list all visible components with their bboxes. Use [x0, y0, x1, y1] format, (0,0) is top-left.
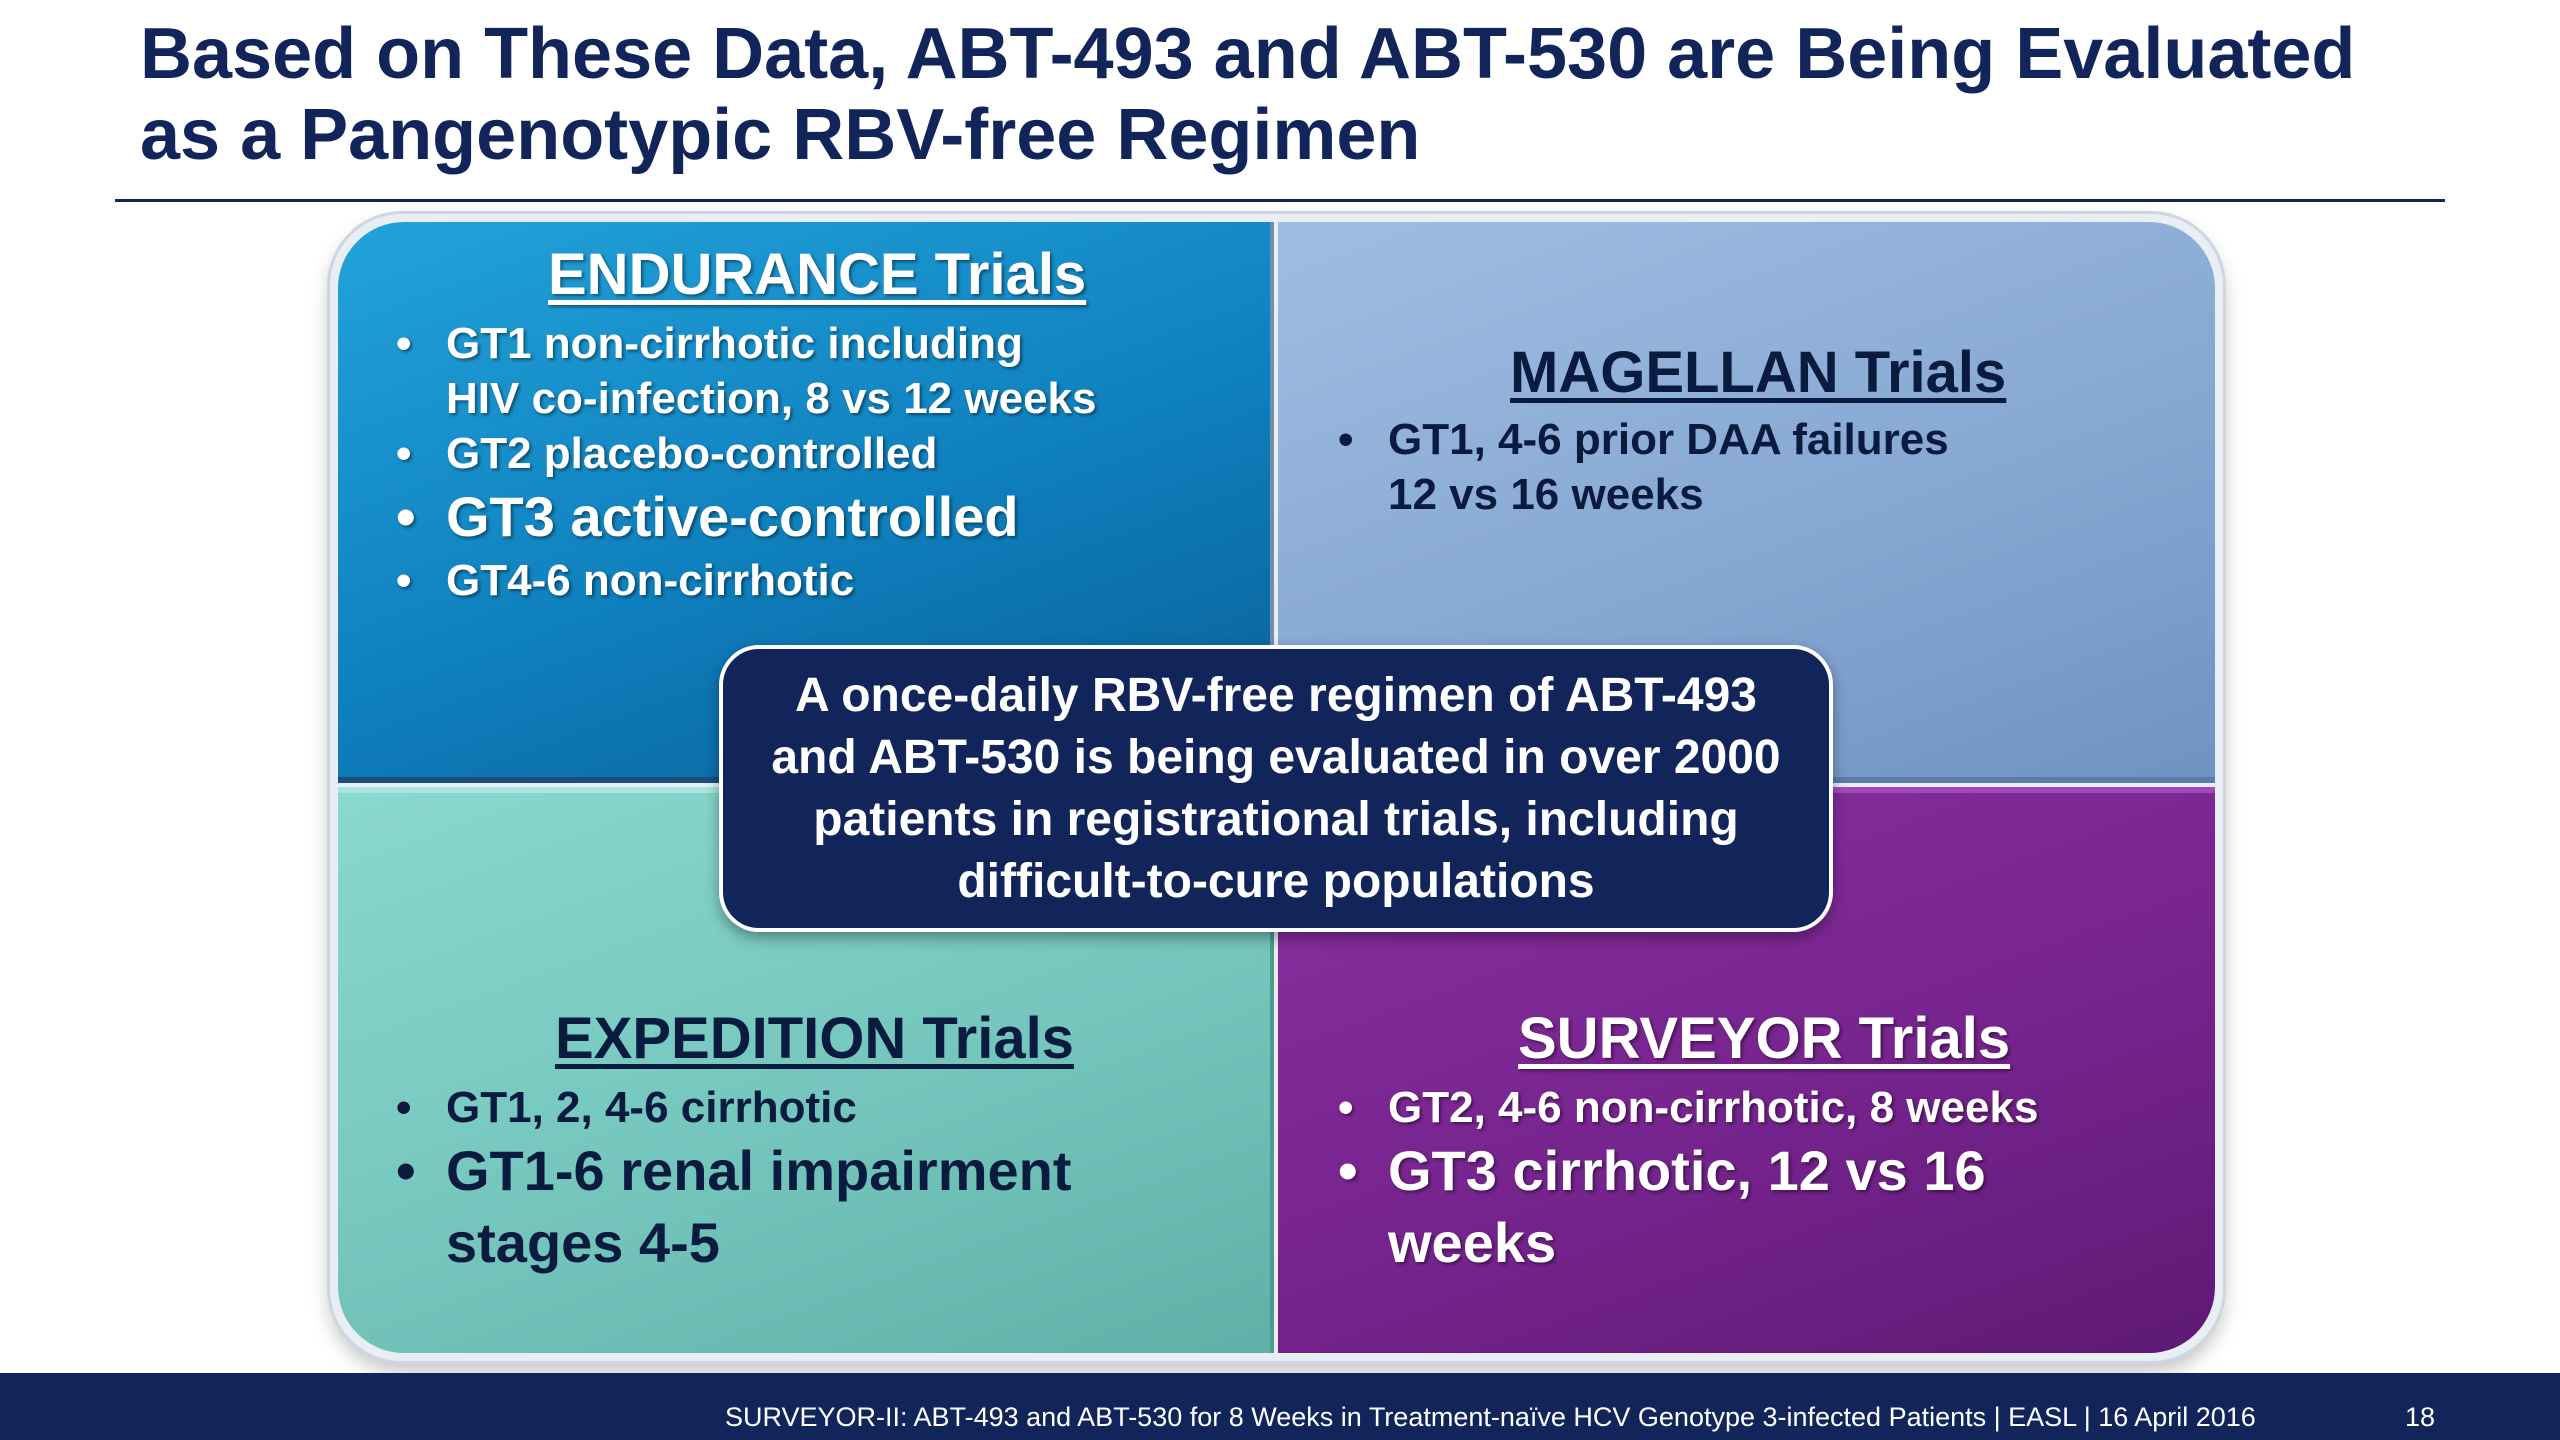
endurance-bullet-1-line-2: HIV co-infection, 8 vs 12 weeks [446, 374, 1097, 423]
endurance-heading: ENDURANCE Trials [548, 242, 1087, 307]
center-summary-line-4: difficult-to-cure populations [957, 854, 1595, 908]
surveyor-bullet-1-text: GT2, 4-6 non-cirrhotic, 8 weeks [1388, 1083, 2039, 1132]
page-number: 18 [2405, 1402, 2436, 1432]
endurance-bullet-2: • GT2 placebo-controlled [396, 426, 1096, 481]
endurance-bullet-3-text: GT3 active-controlled [446, 485, 1019, 548]
expedition-bullet-list: • GT1, 2, 4-6 cirrhotic • GT1-6 renal im… [396, 1080, 1072, 1279]
center-summary-line-1: A once-daily RBV-free regimen of ABT-493 [794, 668, 1757, 722]
endurance-bullet-1: • GT1 non-cirrhotic including HIV co-inf… [396, 316, 1096, 426]
magellan-bullet-1-line-2: 12 vs 16 weeks [1388, 470, 1704, 519]
bullet-dot-icon: • [396, 485, 416, 548]
title-divider [115, 199, 2445, 202]
bullet-dot-icon: • [396, 429, 412, 478]
endurance-bullet-2-text: GT2 placebo-controlled [446, 429, 938, 478]
magellan-bullet-1: • GT1, 4-6 prior DAA failures 12 vs 16 w… [1338, 412, 1949, 522]
endurance-bullet-3: • GT3 active-controlled [396, 481, 1096, 553]
slide-title-line-1: Based on These Data, ABT-493 and ABT-530… [140, 14, 2356, 94]
endurance-bullet-list: • GT1 non-cirrhotic including HIV co-inf… [396, 316, 1096, 608]
bullet-dot-icon: • [396, 1139, 416, 1202]
slide-title: Based on These Data, ABT-493 and ABT-530… [140, 14, 2440, 176]
surveyor-bullet-1: • GT2, 4-6 non-cirrhotic, 8 weeks [1338, 1080, 2038, 1135]
center-summary-text: A once-daily RBV-free regimen of ABT-493… [771, 665, 1780, 913]
footer-citation: SURVEYOR-II: ABT-493 and ABT-530 for 8 W… [725, 1402, 2256, 1432]
magellan-bullet-1-line-1: GT1, 4-6 prior DAA failures [1388, 415, 1949, 464]
expedition-bullet-2-line-1: GT1-6 renal impairment [446, 1139, 1072, 1202]
surveyor-bullet-2-line-1: GT3 cirrhotic, 12 vs 16 [1388, 1139, 1986, 1202]
center-summary-line-2: and ABT-530 is being evaluated in over 2… [771, 730, 1781, 784]
bullet-dot-icon: • [396, 556, 412, 605]
magellan-bullet-list: • GT1, 4-6 prior DAA failures 12 vs 16 w… [1338, 412, 1949, 522]
surveyor-bullet-list: • GT2, 4-6 non-cirrhotic, 8 weeks • GT3 … [1338, 1080, 2038, 1279]
endurance-bullet-4: • GT4-6 non-cirrhotic [396, 553, 1096, 608]
endurance-bullet-4-text: GT4-6 non-cirrhotic [446, 556, 855, 605]
expedition-bullet-2: • GT1-6 renal impairment stages 4-5 [396, 1135, 1072, 1279]
bullet-dot-icon: • [396, 1083, 412, 1132]
expedition-heading: EXPEDITION Trials [555, 1006, 1074, 1071]
slide-title-line-2: as a Pangenotypic RBV-free Regimen [140, 95, 1421, 175]
surveyor-bullet-2-line-2: weeks [1388, 1211, 1557, 1274]
endurance-bullet-1-line-1: GT1 non-cirrhotic including [446, 319, 1023, 368]
expedition-bullet-1-text: GT1, 2, 4-6 cirrhotic [446, 1083, 857, 1132]
footer-bar [0, 1373, 2560, 1440]
expedition-bullet-1: • GT1, 2, 4-6 cirrhotic [396, 1080, 1072, 1135]
bullet-dot-icon: • [1338, 1083, 1354, 1132]
bullet-dot-icon: • [1338, 1139, 1358, 1202]
bullet-dot-icon: • [1338, 415, 1354, 464]
expedition-bullet-2-line-2: stages 4-5 [446, 1211, 720, 1274]
surveyor-heading: SURVEYOR Trials [1518, 1006, 2011, 1071]
magellan-heading: MAGELLAN Trials [1510, 340, 2007, 405]
bullet-dot-icon: • [396, 319, 412, 368]
surveyor-bullet-2: • GT3 cirrhotic, 12 vs 16 weeks [1338, 1135, 2038, 1279]
center-summary-box: A once-daily RBV-free regimen of ABT-493… [719, 645, 1833, 932]
center-summary-line-3: patients in registrational trials, inclu… [813, 792, 1739, 846]
